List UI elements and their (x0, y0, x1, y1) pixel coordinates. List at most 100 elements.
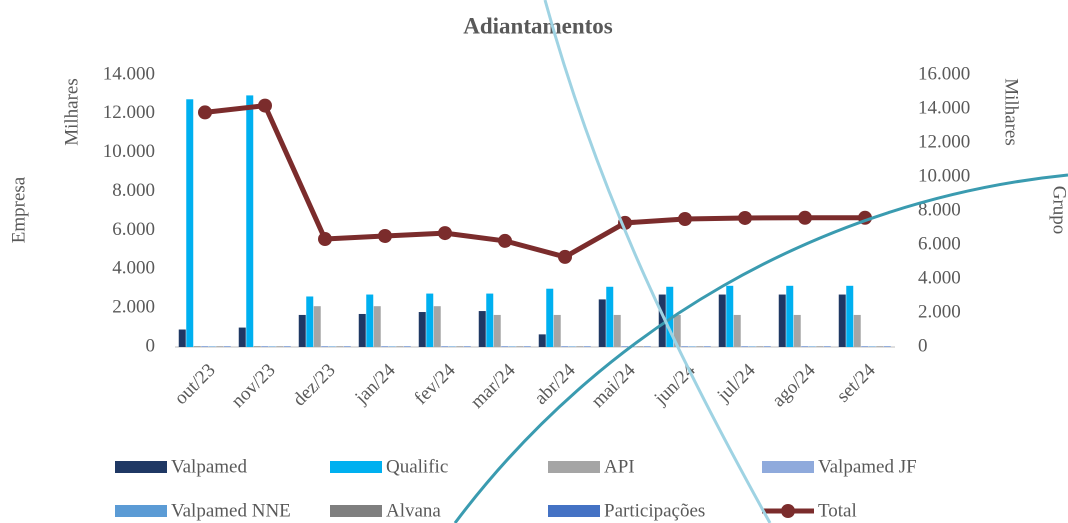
line-marker (378, 228, 392, 243)
y2-tick-label: 16.000 (918, 63, 970, 84)
legend-label: Total (818, 500, 857, 521)
bar (328, 346, 336, 347)
legend-swatch (762, 461, 814, 473)
bar (741, 346, 749, 347)
bar (606, 286, 614, 347)
y-tick-label: 12.000 (103, 102, 155, 123)
legend-swatch (115, 505, 167, 517)
bar (426, 293, 434, 347)
x-tick-label: jun/24 (650, 359, 700, 409)
x-tick-label: jan/24 (350, 359, 399, 408)
bar (523, 346, 531, 347)
y2-tick-label: 0 (918, 335, 928, 356)
bar (403, 346, 411, 347)
bar (673, 314, 681, 347)
line-marker (198, 105, 212, 120)
line-marker (678, 211, 692, 226)
x-tick-label: fev/24 (410, 359, 460, 409)
bar (201, 346, 209, 347)
y-tick-label: 8.000 (112, 180, 155, 201)
bar (763, 346, 771, 347)
bar (666, 286, 674, 347)
legend-swatch (330, 461, 382, 473)
bar (493, 314, 501, 347)
bar (366, 294, 374, 347)
x-tick-label: nov/23 (227, 360, 279, 412)
bar (433, 306, 441, 347)
bar (561, 346, 569, 347)
bar (358, 313, 366, 347)
bar (688, 346, 696, 347)
bar (846, 285, 854, 347)
y-tick-label: 10.000 (103, 141, 155, 162)
legend-label: API (604, 456, 635, 477)
bar (276, 346, 284, 347)
legend-swatch (330, 505, 382, 517)
x-tick-label: ago/24 (768, 359, 820, 411)
y2-axis-unit: Milhares (1001, 78, 1022, 146)
bar (283, 346, 291, 347)
bar (853, 314, 861, 347)
bar (838, 294, 846, 347)
legend-swatch (115, 461, 167, 473)
bar (576, 346, 584, 347)
x-tick-label: mai/24 (587, 359, 640, 412)
line-marker (738, 210, 752, 225)
bar (441, 346, 449, 347)
bar (298, 314, 306, 347)
bar (223, 346, 231, 347)
bar (756, 346, 764, 347)
y2-tick-label: 2.000 (918, 301, 961, 322)
bar (793, 314, 801, 347)
bar (748, 346, 756, 347)
bar (216, 346, 224, 347)
legend-label: Valpamed (171, 456, 247, 477)
legend-swatch (548, 505, 600, 517)
bar (786, 285, 794, 347)
bar (726, 285, 734, 347)
x-tick-label: mar/24 (467, 359, 520, 412)
bar (343, 346, 351, 347)
y2-tick-label: 6.000 (918, 233, 961, 254)
legend-label: Participações (604, 500, 705, 521)
bar (478, 311, 486, 347)
y-tick-label: 2.000 (112, 297, 155, 318)
bar (816, 346, 824, 347)
bar (313, 306, 321, 347)
bar (261, 346, 269, 347)
bar (516, 346, 524, 347)
x-tick-label: abr/24 (530, 359, 580, 409)
bar (703, 346, 711, 347)
y2-tick-label: 10.000 (918, 165, 970, 186)
legend-label: Valpamed JF (818, 456, 917, 477)
x-tick-label: set/24 (833, 359, 880, 406)
bar (388, 346, 396, 347)
line-marker (258, 98, 272, 113)
decor-arc (453, 173, 1068, 523)
legend-label: Qualific (386, 456, 448, 477)
bar (568, 346, 576, 347)
bar (508, 346, 516, 347)
bar (778, 294, 786, 347)
line-marker (498, 233, 512, 248)
legend-label: Alvana (386, 500, 441, 521)
bar (306, 296, 314, 347)
bar (696, 346, 704, 347)
decor-arc (543, 0, 772, 523)
bar (418, 312, 426, 347)
y2-tick-label: 8.000 (918, 199, 961, 220)
bar (396, 346, 404, 347)
bar (193, 346, 201, 347)
bar (643, 346, 651, 347)
bar (448, 346, 456, 347)
bar (501, 346, 509, 347)
bar (178, 329, 186, 347)
bar (823, 346, 831, 347)
bar (621, 346, 629, 347)
bar (681, 346, 689, 347)
bar (253, 346, 261, 347)
legend-swatch (548, 461, 600, 473)
bar (658, 294, 666, 347)
y2-tick-label: 4.000 (918, 267, 961, 288)
